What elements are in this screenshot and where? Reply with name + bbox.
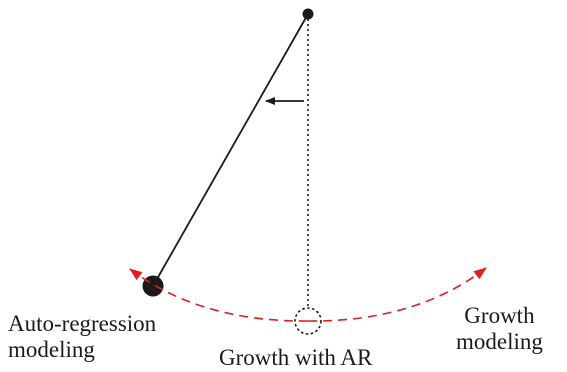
rest-position-circle: [294, 307, 322, 335]
swing-arc-left: [129, 268, 309, 322]
pendulum-bob: [142, 275, 164, 297]
growth-label: Growth modeling: [456, 303, 543, 355]
autoregression-label-line-1: Auto-regression: [8, 311, 157, 336]
growth-label-line-2: modeling: [456, 329, 543, 354]
swing-arc-right: [307, 267, 487, 322]
pendulum-rod: [152, 13, 309, 287]
pivot-point: [302, 8, 314, 20]
autoregression-label-line-2: modeling: [8, 337, 95, 362]
growth-label-line-1: Growth: [464, 303, 535, 328]
growth-with-ar-label: Growth with AR: [219, 345, 373, 370]
autoregression-label: Auto-regression modeling: [8, 311, 156, 363]
